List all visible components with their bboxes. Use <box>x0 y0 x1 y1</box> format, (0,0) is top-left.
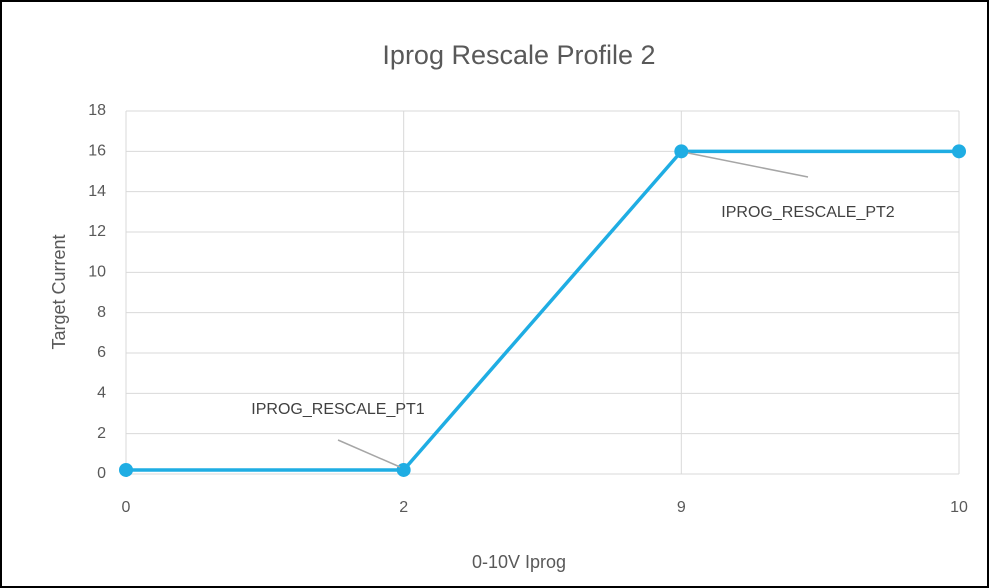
annotation: IPROG_RESCALE_PT1 <box>251 401 425 418</box>
y-tick-label: 12 <box>88 223 106 240</box>
x-axis-label: 0-10V Iprog <box>472 552 566 572</box>
y-tick-label: 4 <box>97 385 106 402</box>
y-tick-label: 18 <box>88 102 106 119</box>
x-tick-label: 2 <box>399 499 408 516</box>
y-tick-label: 0 <box>97 465 106 482</box>
y-axis-label: Target Current <box>49 234 69 349</box>
data-point <box>396 462 411 477</box>
data-point <box>119 462 133 477</box>
annotation-leader <box>337 439 401 468</box>
y-tick-label: 6 <box>97 344 106 361</box>
chart-title: Iprog Rescale Profile 2 <box>382 40 655 70</box>
data-point <box>674 144 689 159</box>
y-tick-label: 8 <box>97 304 106 321</box>
y-tick-label: 10 <box>88 264 106 281</box>
data-line <box>126 149 959 472</box>
x-tick-label: 9 <box>677 499 686 516</box>
x-tick-label: 0 <box>122 499 131 516</box>
data-point <box>952 144 966 159</box>
annotation: IPROG_RESCALE_PT2 <box>721 204 895 221</box>
y-tick-label: 2 <box>97 425 106 442</box>
x-tick-label: 10 <box>950 499 968 516</box>
annotation-leader <box>687 152 809 178</box>
y-tick-label: 16 <box>88 143 106 160</box>
y-tick-label: 14 <box>88 183 106 200</box>
